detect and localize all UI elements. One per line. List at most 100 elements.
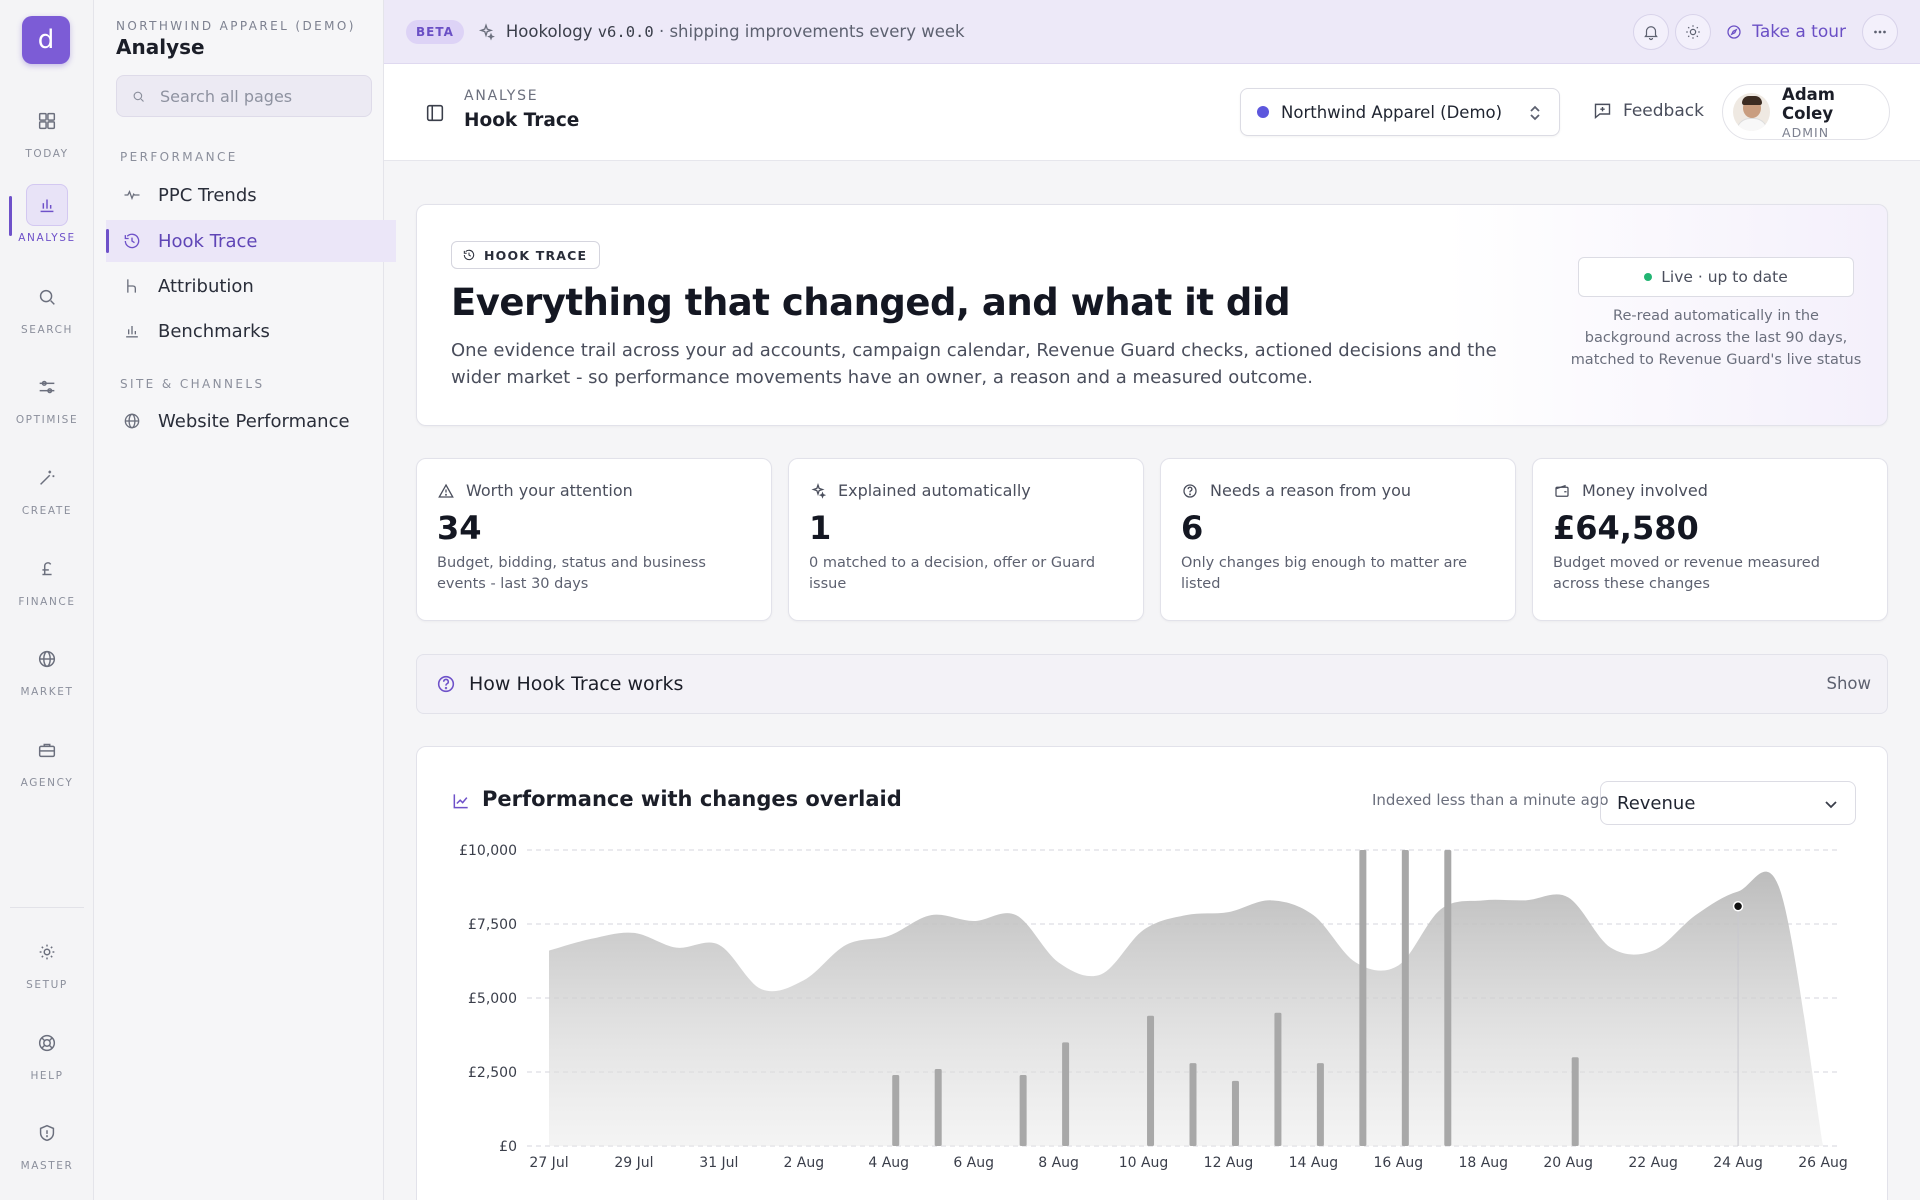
org-name: NORTHWIND APPAREL (DEMO) [116, 19, 356, 33]
x-tick-label: 27 Jul [529, 1155, 568, 1171]
y-tick-label: £7,500 [468, 917, 517, 933]
grid-icon [26, 100, 68, 142]
more-dots-icon [1874, 30, 1886, 34]
sidebar-toggle-button[interactable] [424, 102, 446, 124]
line-chart-icon [451, 791, 471, 811]
rail-label: SEARCH [20, 324, 74, 336]
rail-item-create[interactable]: CREATE [0, 457, 94, 517]
x-tick-label: 26 Aug [1798, 1155, 1848, 1171]
page-header: ANALYSE Hook Trace Northwind Apparel (De… [384, 64, 1920, 161]
stat-label: Needs a reason from you [1210, 481, 1412, 500]
hero-card: HOOK TRACE Everything that changed, and … [416, 204, 1888, 426]
bar-chart-icon [26, 184, 68, 226]
x-tick-label: 16 Aug [1374, 1155, 1424, 1171]
globe-icon [26, 638, 68, 680]
metric-select-value: Revenue [1617, 792, 1696, 814]
stat-value: 1 [809, 509, 832, 547]
section-performance: PERFORMANCE [120, 150, 238, 164]
live-status: Live · up to date [1578, 257, 1854, 297]
change-bar [1062, 1042, 1070, 1146]
x-tick-label: 20 Aug [1543, 1155, 1593, 1171]
show-toggle[interactable]: Show [1826, 674, 1871, 693]
stat-explained-automatically[interactable]: Explained automatically 1 0 matched to a… [788, 458, 1144, 621]
change-bar [1231, 1080, 1239, 1146]
change-bar [934, 1069, 942, 1146]
rail-item-optimise[interactable]: OPTIMISE [0, 366, 94, 426]
stat-worth-attention[interactable]: Worth your attention 34 Budget, bidding,… [416, 458, 772, 621]
panel-left-icon [426, 104, 444, 122]
theme-toggle-button[interactable] [1675, 14, 1712, 50]
sun-gear-icon [26, 931, 68, 973]
chevron-up-down-icon [1530, 105, 1540, 121]
sparkle-icon [478, 22, 495, 41]
more-button[interactable] [1862, 14, 1898, 50]
organisation-select[interactable]: Northwind Apparel (Demo) [1240, 88, 1560, 136]
page-title: Hook Trace [464, 110, 580, 131]
question-icon [437, 675, 455, 693]
how-it-works-panel[interactable]: How Hook Trace works Show [416, 654, 1888, 714]
change-bar [1147, 1015, 1155, 1146]
rail-item-finance[interactable]: FINANCE [0, 548, 94, 608]
x-tick-label: 29 Jul [614, 1155, 653, 1171]
rail-item-market[interactable]: MARKET [0, 638, 94, 698]
search-box[interactable] [116, 75, 372, 117]
beta-badge: BETA [406, 19, 464, 44]
change-bar [1571, 1057, 1579, 1146]
notifications-button[interactable] [1633, 14, 1670, 50]
sidebar-item-attribution[interactable]: Attribution [106, 265, 396, 307]
change-bar [892, 1074, 900, 1146]
metric-select[interactable]: Revenue [1600, 781, 1856, 825]
rail-item-master[interactable]: MASTER [0, 1112, 94, 1172]
rail-item-agency[interactable]: AGENCY [0, 729, 94, 789]
chevron-down-icon [1825, 801, 1837, 809]
magnifier-icon [26, 276, 68, 318]
breadcrumb[interactable]: ANALYSE [464, 88, 539, 104]
pulse-icon [124, 190, 140, 201]
stat-value: 34 [437, 509, 482, 547]
rail-label: FINANCE [18, 596, 76, 608]
app-logo[interactable]: d [22, 16, 70, 64]
rail-label: AGENCY [20, 777, 74, 789]
rail-item-today[interactable]: TODAY [0, 100, 94, 160]
user-meta: Adam Coley ADMIN [1782, 85, 1889, 140]
rail-label: HELP [30, 1070, 64, 1082]
search-input[interactable] [160, 86, 360, 106]
stat-sub: 0 matched to a decision, offer or Guard … [809, 555, 1096, 592]
stat-label: Explained automatically [838, 481, 1031, 500]
hero-description: One evidence trail across your ad accoun… [451, 340, 1497, 388]
sidebar-item-hook-trace[interactable]: Hook Trace [106, 220, 396, 262]
take-a-tour-button[interactable]: Take a tour [1725, 22, 1846, 42]
sidebar-item-ppc-trends[interactable]: PPC Trends [106, 174, 396, 216]
change-bar [1019, 1074, 1027, 1146]
change-bar [1316, 1063, 1324, 1146]
magic-wand-icon [26, 457, 68, 499]
y-tick-label: £0 [499, 1139, 517, 1155]
sidebar-item-benchmarks[interactable]: Benchmarks [106, 310, 396, 352]
stat-money-involved[interactable]: Money involved £64,580 Budget moved or r… [1532, 458, 1888, 621]
user-name: Adam Coley [1782, 84, 1835, 123]
stat-needs-reason[interactable]: Needs a reason from you 6 Only changes b… [1160, 458, 1516, 621]
banner-actions: Take a tour [1627, 14, 1898, 50]
x-tick-label: 12 Aug [1204, 1155, 1254, 1171]
org-color-dot [1257, 106, 1269, 118]
stat-label: Worth your attention [466, 481, 633, 500]
sliders-icon [26, 366, 68, 408]
rail-item-setup[interactable]: SETUP [0, 931, 94, 991]
rail-item-search[interactable]: SEARCH [0, 276, 94, 336]
rail-label: SETUP [26, 979, 68, 991]
stat-value: £64,580 [1553, 509, 1699, 547]
rail-label: MASTER [20, 1160, 74, 1172]
feedback-button[interactable]: Feedback [1592, 100, 1704, 121]
sidebar-item-website-performance[interactable]: Website Performance [106, 400, 396, 442]
tour-label: Take a tour [1752, 22, 1846, 42]
x-tick-label: 24 Aug [1713, 1155, 1763, 1171]
live-note: Re-read automatically in the background … [1570, 308, 1862, 368]
indexed-status: Indexed less than a minute ago [1372, 791, 1609, 809]
warning-icon [438, 483, 454, 498]
history-icon [124, 233, 140, 249]
wallet-icon [1555, 484, 1569, 497]
rail-item-analyse[interactable]: ANALYSE [0, 184, 94, 244]
search-icon [133, 91, 144, 102]
user-menu[interactable]: Adam Coley ADMIN [1722, 84, 1890, 140]
rail-item-help[interactable]: HELP [0, 1022, 94, 1082]
